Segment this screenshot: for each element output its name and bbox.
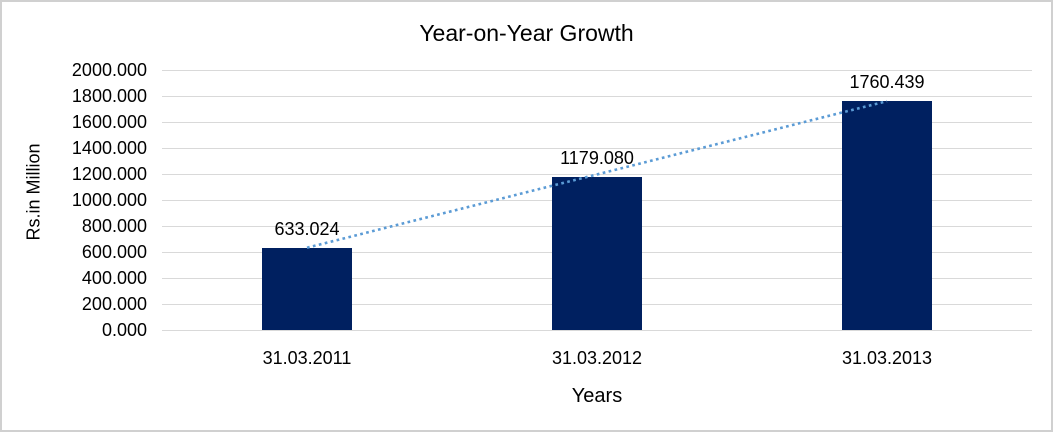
gridline bbox=[162, 95, 1032, 97]
bar-value-label: 633.024 bbox=[274, 218, 340, 239]
y-axis-tick-label: 400.000 bbox=[81, 268, 147, 288]
y-axis-tick-label: 1600.000 bbox=[71, 112, 147, 132]
y-axis-tick-label: 1200.000 bbox=[71, 164, 147, 184]
y-axis-tick-label: 1400.000 bbox=[71, 138, 147, 158]
y-axis-tick-label: 1800.000 bbox=[71, 86, 147, 106]
gridline bbox=[162, 329, 1032, 331]
y-axis-tick-label: 800.000 bbox=[81, 216, 147, 236]
y-axis-tick-label: 2000.000 bbox=[71, 60, 147, 80]
y-axis-tick-label: 600.000 bbox=[81, 242, 147, 262]
bar bbox=[552, 176, 642, 330]
y-axis-tick-label: 0.000 bbox=[101, 320, 147, 340]
bar bbox=[262, 247, 352, 330]
y-axis-tick-label: 200.000 bbox=[81, 294, 147, 314]
bar bbox=[842, 101, 932, 330]
gridline bbox=[162, 69, 1032, 71]
x-category-label: 31.03.2013 bbox=[841, 348, 933, 368]
y-axis-tick-label: 1000.000 bbox=[71, 190, 147, 210]
bar-value-label: 1760.439 bbox=[849, 72, 925, 93]
chart-title: Year-on-Year Growth bbox=[419, 20, 634, 46]
x-axis-title: Years bbox=[571, 385, 623, 407]
x-category-label: 31.03.2011 bbox=[262, 348, 352, 368]
bar-value-label: 1179.080 bbox=[560, 147, 634, 168]
x-category-label: 31.03.2012 bbox=[551, 348, 643, 368]
